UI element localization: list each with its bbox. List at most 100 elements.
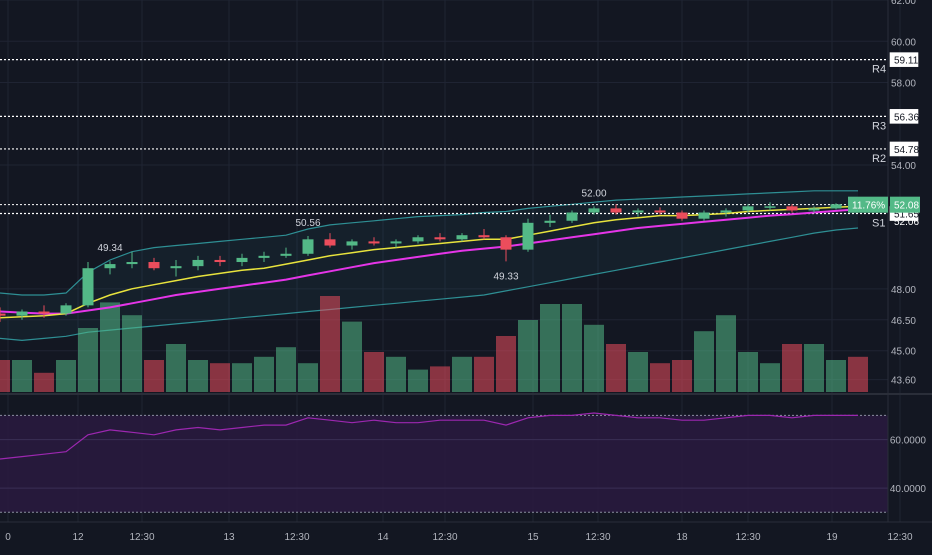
volume-bar: [0, 360, 10, 392]
volume-bar: [474, 356, 494, 392]
pivot-name-r3: R3: [872, 120, 886, 132]
volume-bar: [166, 344, 186, 392]
candle-body: [610, 208, 622, 213]
volume-bar: [452, 356, 472, 392]
candle-body: [82, 268, 94, 306]
level-badge-r2-text: 54.78: [894, 145, 919, 156]
level-badge-r2-box: [889, 141, 919, 157]
volume-bar: [100, 302, 120, 392]
time-axis[interactable]: 0 12 12:30 13 12:30 14 12:30 15 12:30 18 12:30 19 12…: [0, 521, 932, 550]
time-tick-label: 15: [527, 532, 539, 543]
price-tick-label: 46.50: [891, 316, 916, 327]
volume-bar: [848, 356, 868, 392]
last-price-badge-box: [890, 196, 920, 213]
candlesticks[interactable]: [0, 202, 864, 322]
price-tick-label: 45.00: [891, 347, 916, 358]
candle-body: [258, 255, 270, 258]
volume-bar: [298, 363, 318, 392]
time-tick-label: 13: [223, 532, 235, 543]
volume-bar: [606, 344, 626, 392]
candle-body: [764, 206, 776, 208]
candle-body: [720, 210, 732, 213]
candle-body: [302, 239, 314, 254]
price-tick-label: 58.00: [891, 79, 916, 90]
candle-body: [280, 253, 292, 256]
time-tick-label: 12:30: [432, 532, 457, 543]
candle-body: [566, 212, 578, 221]
candle-body: [324, 239, 336, 246]
volume-bar: [540, 304, 560, 392]
volume-bar: [584, 324, 604, 392]
time-tick-label: 12:30: [284, 532, 309, 543]
volume-bar: [78, 328, 98, 392]
price-tick-label: 43.60: [891, 376, 916, 387]
volume-bar: [804, 344, 824, 392]
level-badge-r4-text: 59.11: [894, 56, 919, 67]
volume-bar: [694, 331, 714, 392]
volume-bar: [496, 336, 516, 392]
candle-body: [742, 206, 754, 211]
change-badge-text: 11.76%: [852, 201, 885, 212]
volume-bar: [364, 352, 384, 392]
level-badge-s1-text: 51.65: [894, 210, 919, 221]
level-badge-r4-box: [889, 52, 919, 67]
rsi-background: [0, 415, 888, 513]
volume-bar: [12, 360, 32, 392]
band-lower-line: [0, 227, 859, 342]
volume-bar: [408, 369, 428, 392]
candle-body: [522, 222, 534, 250]
volume-bar: [738, 352, 758, 392]
candle-body: [434, 237, 446, 240]
price-annotation: 52.00: [581, 188, 606, 199]
candle-body: [456, 235, 468, 240]
volume-bar: [672, 360, 692, 392]
volume-bar: [430, 366, 450, 392]
price-axis[interactable]: 62.00 60.00 58.00 54.00 48.00 46.50 45.00 43.60…: [848, 0, 926, 550]
volume-bar: [562, 304, 582, 392]
level-badge-r3: 56.36: [889, 109, 919, 124]
pivot-name-r4: R4: [872, 64, 886, 76]
volume-bar: [716, 315, 736, 392]
ma-fast-line: [0, 205, 859, 319]
volume-bar: [122, 315, 142, 392]
candle-body: [60, 305, 72, 314]
price-annotation: 49.33: [493, 271, 518, 282]
rsi-panel: [0, 412, 888, 513]
volume-bar: [276, 347, 296, 392]
level-badge-r3-box: [889, 109, 919, 124]
candle-body: [0, 313, 6, 316]
time-tick-label: 0: [5, 532, 11, 543]
volume-bar: [386, 356, 406, 392]
volume-bar: [760, 363, 780, 392]
volume-bar: [232, 363, 252, 392]
volume-bar: [188, 360, 208, 392]
candle-body: [170, 266, 182, 269]
candle-body: [786, 206, 798, 211]
candle-body: [368, 241, 380, 244]
volume-bar: [144, 360, 164, 392]
pivot-levels: R4 R3 R2 S1: [0, 59, 888, 230]
volume-bar: [56, 360, 76, 392]
candle-body: [126, 262, 138, 265]
rsi-tick-label: 40.0000: [890, 484, 927, 495]
candle-body: [412, 237, 424, 242]
volume-bar: [34, 372, 54, 392]
candle-body: [214, 259, 226, 263]
moving-averages: [0, 205, 859, 319]
candle-body: [390, 241, 402, 244]
candle-body: [544, 220, 556, 223]
level-badge-r2: 54.78: [889, 141, 919, 157]
time-tick-label: 19: [826, 532, 838, 543]
rsi-line: [0, 412, 858, 460]
ma-slow-line: [0, 208, 859, 315]
price-annotation: 49.34: [97, 243, 122, 254]
volume-bar: [320, 296, 340, 392]
price-tick-label: 60.00: [891, 37, 916, 48]
candle-body: [346, 241, 358, 246]
candle-body: [478, 235, 490, 238]
time-tick-label: 12:30: [735, 532, 760, 543]
rsi-tick-label: 60.0000: [890, 436, 927, 447]
candle-body: [192, 259, 204, 267]
